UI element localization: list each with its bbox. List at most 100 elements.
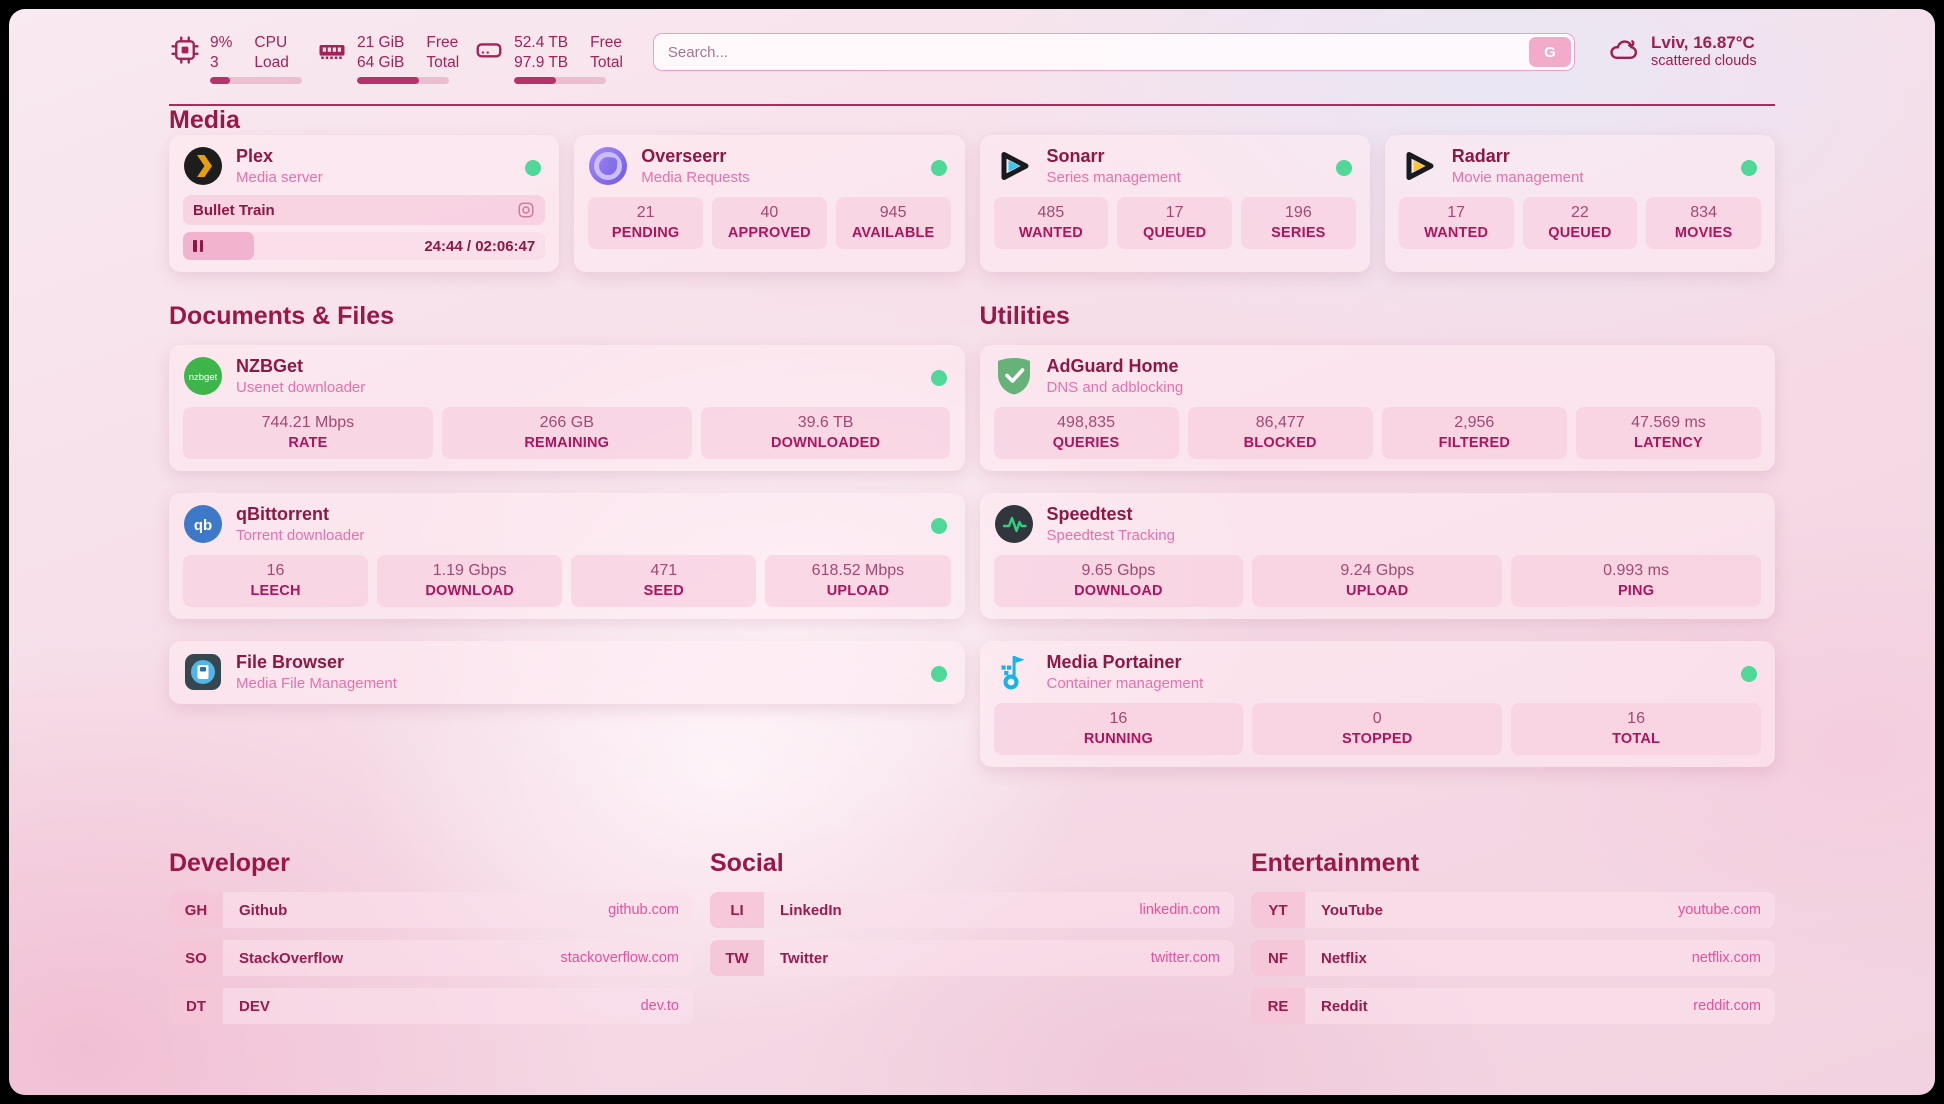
service-card-plex[interactable]: Plex Media server Bullet Train 24:44 / 0 [169, 135, 560, 273]
adguard-icon [994, 356, 1034, 396]
cpu-value: 9% [210, 34, 233, 51]
stat-leech: 16 LEECH [183, 555, 369, 608]
status-dot [1741, 666, 1757, 683]
bookmark-url: netflix.com [1691, 950, 1761, 967]
stats-row: 9.65 Gbps DOWNLOAD 9.24 Gbps UPLOAD 0.993 … [993, 555, 1762, 608]
bookmark-url: dev.to [640, 998, 679, 1015]
bookmark-name: YouTube [1321, 901, 1383, 919]
cpu-icon [169, 33, 201, 67]
service-subtitle: Media Requests [641, 169, 750, 187]
disk-free-label: Free [590, 34, 623, 51]
service-card-overseerr[interactable]: Overseerr Media Requests 21 PENDING 40 APP… [574, 135, 965, 273]
disk-total-value: 97.9 TB [514, 54, 569, 72]
filebrowser-icon [183, 652, 223, 692]
cpu-load-label: Load [254, 54, 289, 72]
bookmark-name: LinkedIn [780, 901, 842, 919]
bookmark-url: youtube.com [1677, 902, 1761, 919]
service-subtitle: Series management [1046, 169, 1181, 187]
stat-download: 9.65 Gbps DOWNLOAD [993, 555, 1244, 608]
stat-upload: 9.24 Gbps UPLOAD [1252, 555, 1503, 608]
service-card-radarr[interactable]: Radarr Movie management 17 WANTED 22 QUEUE… [1384, 135, 1775, 273]
disk-usage-fill [514, 77, 557, 85]
bookmark-youtube[interactable]: YT YouTube youtube.com [1251, 892, 1775, 929]
stat-downloaded: 39.6 TB DOWNLOADED [700, 407, 951, 460]
cpu-widget: 9% 3 CPU Load [169, 33, 302, 85]
section-title-documents: Documents & Files [169, 302, 395, 331]
bookmark-url: reddit.com [1693, 998, 1761, 1015]
memory-widget: 21 GiB 64 GiB Free Total [316, 33, 460, 85]
svg-text:qb: qb [194, 517, 212, 534]
bookmark-netflix[interactable]: NF Netflix netflix.com [1251, 940, 1775, 977]
section-title-entertainment: Entertainment [1251, 849, 1420, 878]
pause-button[interactable] [193, 240, 203, 253]
memory-total-label: Total [426, 54, 460, 72]
radarr-icon [1399, 146, 1439, 186]
bookmark-linkedin[interactable]: LI LinkedIn linkedin.com [710, 892, 1234, 929]
stat-series: 196 SERIES [1241, 197, 1356, 250]
bookmark-abbr: DT [169, 988, 223, 1025]
service-card-nzbget[interactable]: nzbget NZBGet Usenet downloader 744.21 M… [169, 345, 965, 472]
media-grid: Plex Media server Bullet Train 24:44 / 0 [169, 135, 1775, 273]
bookmark-github[interactable]: GH Github github.com [169, 892, 693, 929]
service-card-adguard[interactable]: AdGuard Home DNS and adblocking 498,835 Q… [979, 345, 1775, 472]
stats-row: 744.21 Mbps RATE 266 GB REMAINING 39.6 TB D… [183, 407, 951, 460]
stat-stopped: 0 STOPPED [1252, 703, 1503, 756]
bookmark-dev[interactable]: DT DEV dev.to [169, 988, 693, 1025]
bookmark-abbr: TW [710, 940, 764, 977]
service-subtitle: Usenet downloader [236, 379, 366, 397]
search-input[interactable] [652, 33, 1575, 71]
service-subtitle: Movie management [1451, 169, 1584, 187]
service-title: Overseerr [641, 146, 727, 167]
cloud-icon [1605, 34, 1641, 69]
service-card-speedtest[interactable]: Speedtest Speedtest Tracking 9.65 Gbps DO… [979, 493, 1775, 620]
stat-running: 16 RUNNING [993, 703, 1244, 756]
bookmark-name: StackOverflow [239, 949, 344, 967]
service-card-filebrowser[interactable]: File Browser Media File Management [169, 641, 965, 705]
bookmark-twitter[interactable]: TW Twitter twitter.com [710, 940, 1234, 977]
bookmark-group-social: Social LI LinkedIn linkedin.com TW Twitt… [710, 849, 1234, 1036]
status-dot [930, 666, 947, 683]
bookmark-abbr: GH [169, 892, 223, 929]
stat-wanted: 485 WANTED [993, 197, 1109, 250]
stat-ping: 0.993 ms PING [1511, 555, 1761, 608]
search-engine-button[interactable]: G [1529, 37, 1571, 67]
utilities-column: Utilities AdGuard Home DNS and adblockin… [979, 302, 1775, 789]
status-dot [1741, 160, 1757, 177]
memory-free-label: Free [426, 34, 459, 51]
section-title-social: Social [710, 849, 784, 878]
stat-pending: 21 PENDING [588, 197, 703, 250]
overseerr-icon [588, 146, 628, 186]
service-card-sonarr[interactable]: Sonarr Series management 485 WANTED 17 QUE… [979, 135, 1370, 273]
now-playing-bar: Bullet Train [183, 195, 546, 226]
nzbget-icon: nzbget [183, 356, 223, 396]
service-card-qbittorrent[interactable]: qb qBittorrent Torrent downloader 16 LEEC… [169, 493, 965, 620]
service-title: Media Portainer [1046, 652, 1182, 673]
disk-usage-bar [514, 77, 607, 85]
bookmark-url: stackoverflow.com [560, 950, 679, 967]
bookmark-abbr: YT [1251, 892, 1305, 929]
qbittorrent-icon: qb [183, 504, 223, 544]
stat-upload: 618.52 Mbps UPLOAD [765, 555, 951, 608]
stat-download: 1.19 Gbps DOWNLOAD [377, 555, 563, 608]
service-title: Speedtest [1046, 504, 1133, 525]
disk-free-value: 52.4 TB [514, 34, 569, 51]
service-card-portainer[interactable]: Media Portainer Container management 16 R… [979, 641, 1775, 768]
status-dot [525, 160, 542, 177]
service-subtitle: Torrent downloader [236, 527, 365, 545]
bookmark-reddit[interactable]: RE Reddit reddit.com [1251, 988, 1775, 1025]
playback-time: 24:44 / 02:06:47 [424, 237, 536, 255]
bookmark-name: Netflix [1321, 949, 1367, 967]
bookmark-stackoverflow[interactable]: SO StackOverflow stackoverflow.com [169, 940, 693, 977]
bookmark-abbr: RE [1251, 988, 1305, 1025]
stat-queued: 17 QUEUED [1117, 197, 1232, 250]
bookmark-abbr: SO [169, 940, 223, 977]
stat-available: 945 AVAILABLE [835, 197, 951, 250]
status-dot [930, 370, 947, 387]
service-title: Radarr [1451, 146, 1510, 167]
stats-row: 17 WANTED 22 QUEUED 834 MOVIES [1398, 197, 1761, 250]
dashboard-page: 9% 3 CPU Load 21 GiB 64 GiB Free Total [9, 9, 1935, 1095]
disk-total-label: Total [590, 54, 623, 72]
stat-seed: 471 SEED [571, 555, 757, 608]
stats-row: 16 RUNNING 0 STOPPED 16 TOTAL [993, 703, 1762, 756]
service-title: NZBGet [236, 356, 303, 377]
